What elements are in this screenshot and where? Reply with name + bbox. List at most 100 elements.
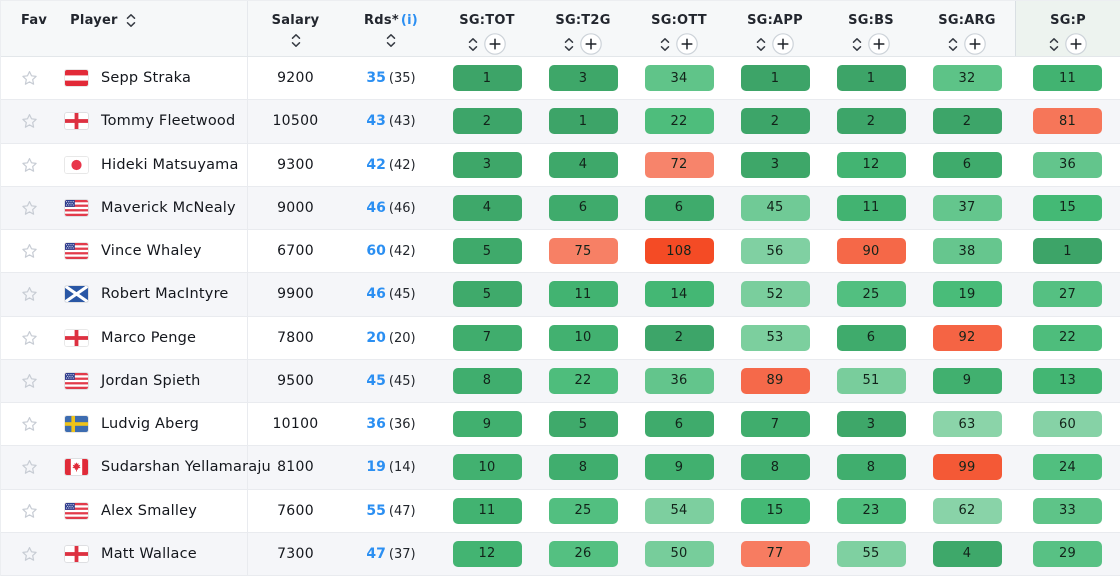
player-name[interactable]: Alex Smalley	[101, 502, 197, 519]
stat-cell: 9	[631, 454, 727, 481]
country-flag-icon	[65, 156, 88, 173]
sort-icon[interactable]	[564, 37, 574, 52]
favorite-star-icon[interactable]	[21, 416, 38, 432]
stat-rank-badge: 27	[1033, 281, 1102, 308]
player-column-sort[interactable]: Player	[70, 12, 136, 29]
favorite-star-icon[interactable]	[21, 200, 38, 216]
rounds-alt: (46)	[388, 200, 416, 216]
stat-rank-badge: 81	[1033, 108, 1102, 135]
player-name[interactable]: Matt Wallace	[101, 545, 197, 562]
player-name[interactable]: Sudarshan Yellamaraju	[101, 459, 271, 476]
player-name[interactable]: Marco Penge	[101, 329, 197, 346]
favorite-star-icon[interactable]	[21, 459, 38, 475]
rounds-cell: 36 (36)	[343, 416, 439, 432]
rounds-alt: (45)	[388, 373, 416, 389]
sort-icon[interactable]	[386, 33, 396, 48]
player-name[interactable]: Maverick McNealy	[101, 199, 236, 216]
sort-icon[interactable]	[1049, 37, 1059, 52]
rounds-label-text: Rds*	[364, 13, 399, 28]
favorite-star-icon[interactable]	[21, 286, 38, 302]
rounds-link[interactable]: 43	[366, 113, 386, 130]
add-column-icon[interactable]	[676, 33, 698, 55]
player-name[interactable]: Vince Whaley	[101, 243, 202, 260]
country-flag-icon	[65, 416, 88, 433]
header-sg-bs: SG:BS	[823, 1, 919, 56]
rounds-link[interactable]: 45	[366, 372, 386, 389]
favorite-star-icon[interactable]	[21, 330, 38, 346]
favorite-star-icon[interactable]	[21, 70, 38, 86]
rounds-link[interactable]: 47	[366, 545, 386, 562]
stat-cell: 3	[727, 151, 823, 178]
sort-icon[interactable]	[468, 37, 478, 52]
stat-rank-badge: 3	[836, 411, 906, 438]
sort-icon[interactable]	[756, 37, 766, 52]
info-icon[interactable]: (i)	[400, 13, 418, 28]
sort-icon[interactable]	[126, 13, 136, 28]
rounds-alt: (14)	[388, 460, 416, 476]
stat-rank-badge: 5	[548, 411, 618, 438]
rounds-link[interactable]: 35	[366, 70, 386, 87]
favorite-star-icon[interactable]	[21, 373, 38, 389]
stat-cell: 4	[919, 540, 1015, 567]
stat-cell: 6	[823, 324, 919, 351]
sort-icon[interactable]	[852, 37, 862, 52]
rounds-link[interactable]: 42	[366, 156, 386, 173]
stat-cell: 5	[535, 411, 631, 438]
stat-cell: 1	[1015, 238, 1120, 265]
favorite-star-icon[interactable]	[21, 243, 38, 259]
stat-rank-badge: 25	[836, 281, 906, 308]
sort-icon[interactable]	[291, 33, 301, 48]
stat-cell: 2	[823, 108, 919, 135]
stat-rank-badge: 2	[836, 108, 906, 135]
add-column-icon[interactable]	[964, 33, 986, 55]
stat-rank-badge: 6	[644, 411, 714, 438]
add-column-icon[interactable]	[484, 33, 506, 55]
stat-rank-badge: 1	[452, 65, 522, 92]
rounds-link[interactable]: 60	[366, 243, 386, 260]
rounds-link[interactable]: 55	[366, 502, 386, 519]
player-name[interactable]: Robert MacIntyre	[101, 286, 229, 303]
stat-rank-badge: 6	[932, 151, 1002, 178]
player-cell: Marco Penge	[1, 316, 248, 359]
header-sg-app: SG:APP	[727, 1, 823, 56]
add-column-icon[interactable]	[1065, 33, 1087, 55]
rounds-link[interactable]: 36	[366, 416, 386, 433]
add-column-icon[interactable]	[868, 33, 890, 55]
add-column-icon[interactable]	[772, 33, 794, 55]
favorite-star-icon[interactable]	[21, 546, 38, 562]
rounds-alt: (42)	[388, 157, 416, 173]
player-name[interactable]: Jordan Spieth	[101, 372, 201, 389]
stat-rank-badge: 5	[452, 238, 522, 265]
stat-cell: 4	[439, 194, 535, 221]
rounds-alt: (45)	[388, 287, 416, 303]
player-name[interactable]: Ludvig Aberg	[101, 416, 199, 433]
rounds-link[interactable]: 19	[366, 459, 386, 476]
table-row: Robert MacIntyre 9900 46 (45) 5 11 14 52 25 19…	[1, 273, 1120, 317]
player-name[interactable]: Sepp Straka	[101, 70, 192, 87]
stat-rank-badge: 50	[644, 540, 714, 567]
stat-cell: 5	[439, 238, 535, 265]
rounds-link[interactable]: 20	[366, 329, 386, 346]
favorite-star-icon[interactable]	[21, 157, 38, 173]
rounds-link[interactable]: 46	[366, 286, 386, 303]
player-cell: Robert MacIntyre	[1, 273, 248, 316]
rounds-alt: (42)	[388, 244, 416, 260]
stat-cell: 27	[1015, 281, 1120, 308]
add-column-icon[interactable]	[580, 33, 602, 55]
stat-cell: 6	[631, 194, 727, 221]
stat-rank-badge: 4	[452, 194, 522, 221]
stat-rank-badge: 12	[836, 151, 906, 178]
rounds-link[interactable]: 46	[366, 199, 386, 216]
player-name[interactable]: Tommy Fleetwood	[101, 113, 236, 130]
favorite-star-icon[interactable]	[21, 503, 38, 519]
stat-cell: 36	[631, 367, 727, 394]
header-fav-player: Fav Player	[1, 1, 248, 56]
sort-icon[interactable]	[660, 37, 670, 52]
player-name[interactable]: Hideki Matsuyama	[101, 156, 239, 173]
stat-rank-badge: 2	[452, 108, 522, 135]
favorite-star-icon[interactable]	[21, 113, 38, 129]
sort-icon[interactable]	[948, 37, 958, 52]
stat-rank-badge: 37	[932, 194, 1002, 221]
rounds-cell: 46 (45)	[343, 286, 439, 302]
stat-cell: 19	[919, 281, 1015, 308]
